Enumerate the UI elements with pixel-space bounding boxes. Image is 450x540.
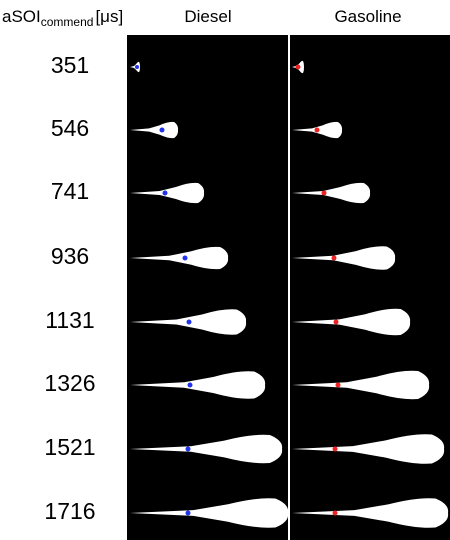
header-label: aSOIcommend[μs] xyxy=(2,7,123,29)
figure: aSOIcommend[μs] Diesel Gasoline 351 546 … xyxy=(0,0,450,540)
row-label: 741 xyxy=(51,178,89,204)
row-label: 351 xyxy=(51,52,89,78)
row-label: 1131 xyxy=(45,307,94,333)
row-label: 1326 xyxy=(44,370,95,396)
row-labels: 351 546 741 936 1131 1326 1521 1716 xyxy=(44,52,95,524)
row-label: 1521 xyxy=(44,434,95,460)
column-header: Gasoline xyxy=(334,7,401,26)
column-header: Diesel xyxy=(184,7,231,26)
row-label: 546 xyxy=(51,115,89,141)
row-label: 1716 xyxy=(44,498,95,524)
row-label: 936 xyxy=(51,243,89,269)
